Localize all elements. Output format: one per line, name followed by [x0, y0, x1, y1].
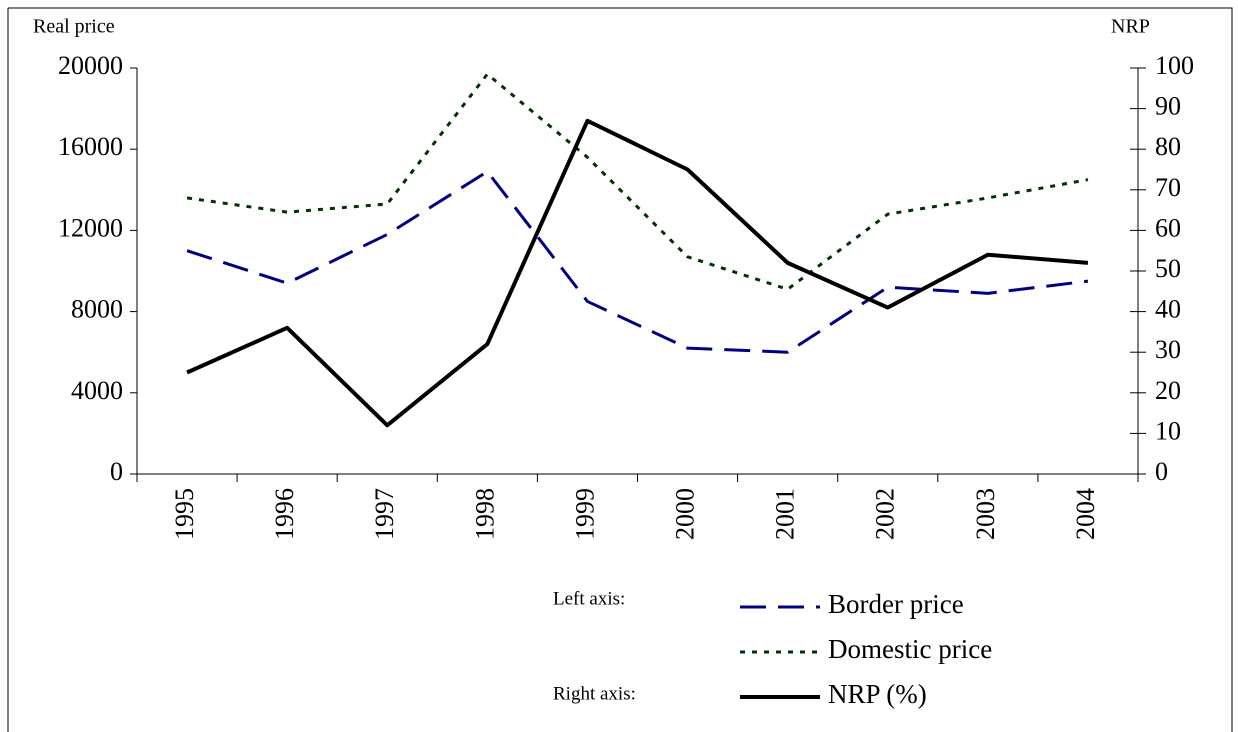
y2-tick-label: 50	[1155, 254, 1181, 283]
y2-tick-label: 100	[1155, 51, 1194, 80]
y2-tick-label: 60	[1155, 213, 1181, 242]
x-tick-label: 1999	[570, 488, 599, 540]
y-tick-label: 12000	[58, 213, 123, 242]
legend-label: Domestic price	[828, 634, 992, 664]
series-line	[186, 170, 1089, 354]
x-tick-label: 1998	[470, 488, 499, 540]
series-line	[186, 118, 1089, 428]
y-tick-label: 8000	[71, 295, 123, 324]
y2-tick-label: 10	[1155, 416, 1181, 445]
series-line	[186, 72, 1089, 291]
y2-tick-label: 70	[1155, 173, 1181, 202]
y2-tick-label: 0	[1155, 457, 1168, 486]
legend-label: NRP (%)	[828, 679, 927, 709]
y2-tick-label: 30	[1155, 335, 1181, 364]
y-tick-label: 20000	[58, 51, 123, 80]
y-axis-title: Real price	[33, 16, 115, 38]
x-tick-label: 1997	[370, 488, 399, 540]
y2-axis-title: NRP	[1111, 16, 1150, 38]
x-tick-label: 2001	[771, 488, 800, 540]
legend-label: Border price	[828, 589, 964, 619]
y2-tick-label: 40	[1155, 295, 1181, 324]
x-tick-label: 2003	[971, 488, 1000, 540]
x-tick-label: 2002	[871, 488, 900, 540]
y2-tick-label: 90	[1155, 92, 1181, 121]
legend-group-label: Right axis:	[553, 683, 636, 704]
x-tick-label: 1995	[170, 488, 199, 540]
x-tick-label: 2004	[1071, 488, 1100, 540]
frame	[7, 7, 1233, 732]
y2-tick-label: 80	[1155, 132, 1181, 161]
legend-group-label: Left axis:	[553, 588, 625, 609]
y-tick-label: 16000	[58, 132, 123, 161]
y-tick-label: 0	[110, 457, 123, 486]
x-tick-label: 1996	[270, 488, 299, 540]
y-tick-label: 4000	[71, 376, 123, 405]
y2-tick-label: 20	[1155, 376, 1181, 405]
x-tick-label: 2000	[671, 488, 700, 540]
